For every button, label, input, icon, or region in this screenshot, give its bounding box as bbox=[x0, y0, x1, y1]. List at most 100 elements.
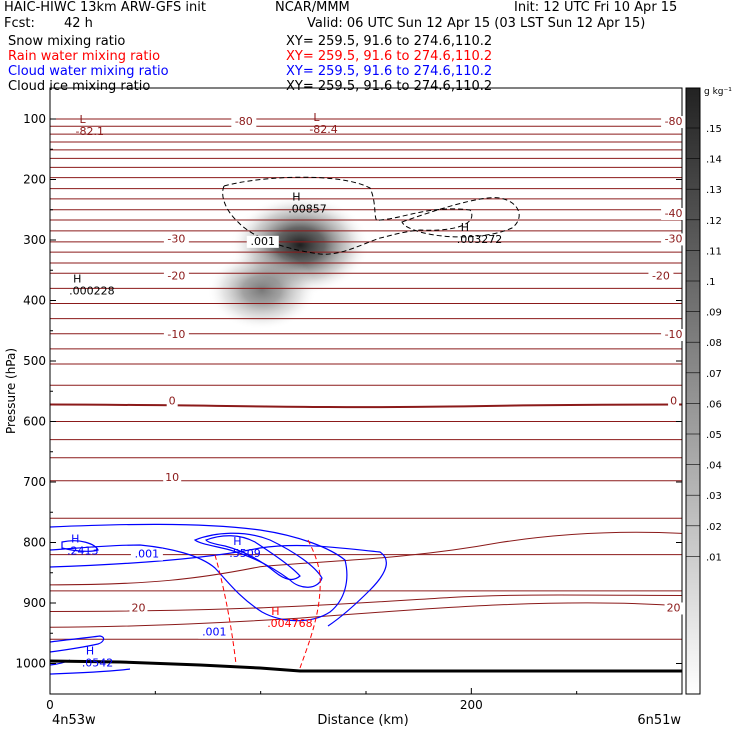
colorbar-tick-label: .15 bbox=[706, 124, 722, 135]
cloud-ice-contour-east bbox=[401, 197, 520, 238]
isotherm-label-bg bbox=[231, 116, 257, 129]
ground-surface-line bbox=[50, 659, 682, 673]
colorbar-tick-label: .09 bbox=[706, 308, 722, 319]
isotherm-label-bg bbox=[163, 329, 189, 342]
cloud-water-high-value: .2413 bbox=[67, 545, 99, 558]
isotherm-label-bg bbox=[661, 116, 687, 129]
temp-low-value: -82.1 bbox=[75, 125, 103, 138]
colorbar-tick-label: .13 bbox=[706, 185, 722, 196]
colorbar-unit: g kg⁻¹ bbox=[704, 87, 732, 97]
cloud-water-label: .001 bbox=[202, 626, 227, 639]
isotherm-label: 0 bbox=[670, 395, 677, 408]
isotherm-label: -30 bbox=[665, 232, 683, 245]
isotherm-label-bg bbox=[648, 270, 674, 283]
isotherm-label-bg bbox=[668, 395, 680, 408]
legend-cloud-water: Cloud water mixing ratio bbox=[8, 64, 169, 79]
y-tick-label: 300 bbox=[23, 233, 46, 247]
colorbar-tick-label: .08 bbox=[706, 338, 722, 349]
snow-high-value: .000228 bbox=[69, 284, 115, 297]
isotherm-label-bg bbox=[163, 471, 182, 484]
legend-snow: Snow mixing ratio bbox=[8, 34, 126, 49]
isotherm-label-bg bbox=[166, 395, 178, 408]
isotherm-label-bg bbox=[661, 329, 687, 342]
y-tick-label: 600 bbox=[23, 415, 46, 429]
temp-low-value: -82.4 bbox=[309, 123, 337, 136]
colorbar-tick-label: .05 bbox=[706, 430, 722, 441]
isotherm-label: 20 bbox=[131, 601, 145, 614]
isotherm-label: -10 bbox=[665, 328, 683, 341]
cloud-water-high-type: H bbox=[86, 644, 94, 657]
cloud-ice-high-value: .003272 bbox=[457, 233, 503, 246]
isotherm-line bbox=[50, 531, 682, 586]
init-time: Init: 12 UTC Fri 10 Apr 15 bbox=[514, 0, 678, 15]
rain-water-high-type: H bbox=[271, 605, 279, 618]
rain-water-contour bbox=[214, 539, 321, 669]
colorbar-tick-label: .1 bbox=[706, 277, 716, 288]
x-tick-label: 0 bbox=[46, 698, 54, 712]
isotherm-label-bg bbox=[163, 233, 189, 246]
y-tick-label: 400 bbox=[23, 294, 46, 308]
y-axis-title: Pressure (hPa) bbox=[4, 348, 18, 434]
x-tick-label: 200 bbox=[460, 698, 483, 712]
isotherm-label: 10 bbox=[165, 471, 179, 484]
snow-high-type: H bbox=[73, 272, 81, 285]
cloud-water-label-bg bbox=[130, 548, 163, 561]
cloud-ice-high-type: H bbox=[461, 221, 469, 234]
cloud-water-high-value: .5509 bbox=[229, 547, 261, 560]
cloud-water-high-value: .0542 bbox=[82, 656, 114, 669]
isotherm-label-bg bbox=[163, 270, 189, 283]
colorbar-tick-label: .01 bbox=[706, 552, 722, 563]
isotherm-label-bg bbox=[129, 602, 148, 615]
y-tick-label: 800 bbox=[23, 536, 46, 550]
colorbar-tick-label: .03 bbox=[706, 491, 722, 502]
isotherm-label: 0 bbox=[169, 395, 176, 408]
cloud-ice-label-bg bbox=[246, 235, 279, 248]
legend-cloud-ice-xy: XY= 259.5, 91.6 to 274.6,110.2 bbox=[286, 79, 493, 94]
isotherm-label: 20 bbox=[667, 601, 681, 614]
legend-cloud-ice: Cloud ice mixing ratio bbox=[8, 79, 151, 94]
cloud-water-high-type: H bbox=[233, 535, 241, 548]
left-endpoint-label: 4n53w bbox=[52, 713, 96, 728]
cloud-water-label-bg bbox=[198, 626, 231, 639]
legend-snow-xy: XY= 259.5, 91.6 to 274.6,110.2 bbox=[286, 34, 493, 49]
colorbar-tick-label: .14 bbox=[706, 155, 722, 166]
temp-low-type: L bbox=[313, 111, 320, 124]
isotherm-label-bg bbox=[661, 233, 687, 246]
isotherm-label: -80 bbox=[665, 115, 683, 128]
right-endpoint-label: 6n51w bbox=[637, 713, 681, 728]
isotherm-line bbox=[50, 403, 682, 409]
cloud-ice-label: .001 bbox=[251, 235, 276, 248]
legend-rain: Rain water mixing ratio bbox=[8, 49, 161, 64]
isotherm-label-bg bbox=[664, 602, 683, 615]
colorbar-tick-label: .04 bbox=[706, 461, 722, 472]
y-tick-label: 1000 bbox=[15, 657, 46, 671]
isotherm-line bbox=[50, 594, 682, 612]
isotherm-label: -30 bbox=[167, 232, 185, 245]
colorbar-tick-label: .11 bbox=[706, 246, 722, 257]
legend-rain-xy: XY= 259.5, 91.6 to 274.6,110.2 bbox=[286, 49, 493, 64]
isotherm-label: -10 bbox=[167, 328, 185, 341]
colorbar: g kg⁻¹ .15 .14 .13 .12 .11 .1 .09 .08 .07 .06 .05.… bbox=[685, 87, 732, 695]
isotherm-label: -20 bbox=[652, 269, 670, 282]
x-axis: 0 200 bbox=[46, 688, 578, 712]
colorbar-tick-label: .07 bbox=[706, 369, 722, 380]
temp-low-type: L bbox=[79, 113, 86, 126]
rain-water-high-value: .004768 bbox=[267, 617, 313, 630]
model-title: HAIC-HIWC 13km ARW-GFS init bbox=[4, 0, 206, 15]
y-tick-label: 900 bbox=[23, 596, 46, 610]
isotherm-line bbox=[50, 602, 682, 628]
cloud-water-contours bbox=[50, 523, 387, 675]
cloud-water-label: .001 bbox=[135, 548, 160, 561]
isotherm-label-bg bbox=[661, 208, 687, 221]
colorbar-tick-label: .02 bbox=[706, 522, 722, 533]
colorbar-tick-label: .12 bbox=[706, 216, 722, 227]
forecast-hour: 42 h bbox=[64, 16, 93, 31]
y-tick-label: 100 bbox=[23, 112, 46, 126]
colorbar-tick-label: .06 bbox=[706, 399, 722, 410]
forecast-label: Fcst: bbox=[4, 16, 35, 31]
legend-cloud-water-xy: XY= 259.5, 91.6 to 274.6,110.2 bbox=[286, 64, 493, 79]
y-tick-label: 500 bbox=[23, 354, 46, 368]
temperature-contours bbox=[50, 118, 682, 640]
isotherm-label: -20 bbox=[167, 269, 185, 282]
